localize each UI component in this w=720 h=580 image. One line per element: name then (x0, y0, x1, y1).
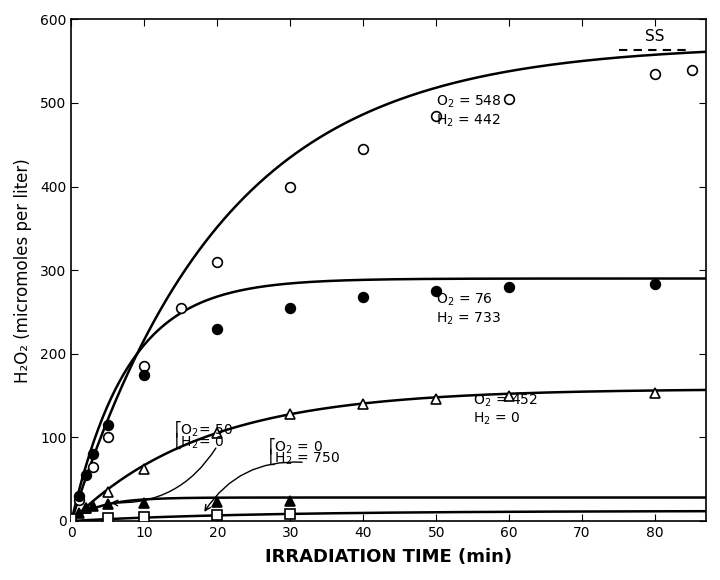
Text: O$_2$ = 452
H$_2$ = 0: O$_2$ = 452 H$_2$ = 0 (472, 392, 538, 427)
Text: O$_2$ = 548
H$_2$ = 442: O$_2$ = 548 H$_2$ = 442 (436, 94, 502, 129)
Text: O$_2$ = 76
H$_2$ = 733: O$_2$ = 76 H$_2$ = 733 (436, 292, 501, 327)
Text: ⎣H$_2$= 0: ⎣H$_2$= 0 (174, 430, 223, 451)
Y-axis label: H₂O₂ (micromoles per liter): H₂O₂ (micromoles per liter) (14, 158, 32, 383)
Text: ⎣H$_2$ = 750: ⎣H$_2$ = 750 (269, 447, 341, 467)
Text: ⎡O$_2$ = 0: ⎡O$_2$ = 0 (269, 437, 323, 456)
Text: ⎡O$_2$= 50: ⎡O$_2$= 50 (174, 420, 233, 440)
X-axis label: IRRADIATION TIME (min): IRRADIATION TIME (min) (265, 548, 513, 566)
Text: SS: SS (645, 28, 665, 44)
